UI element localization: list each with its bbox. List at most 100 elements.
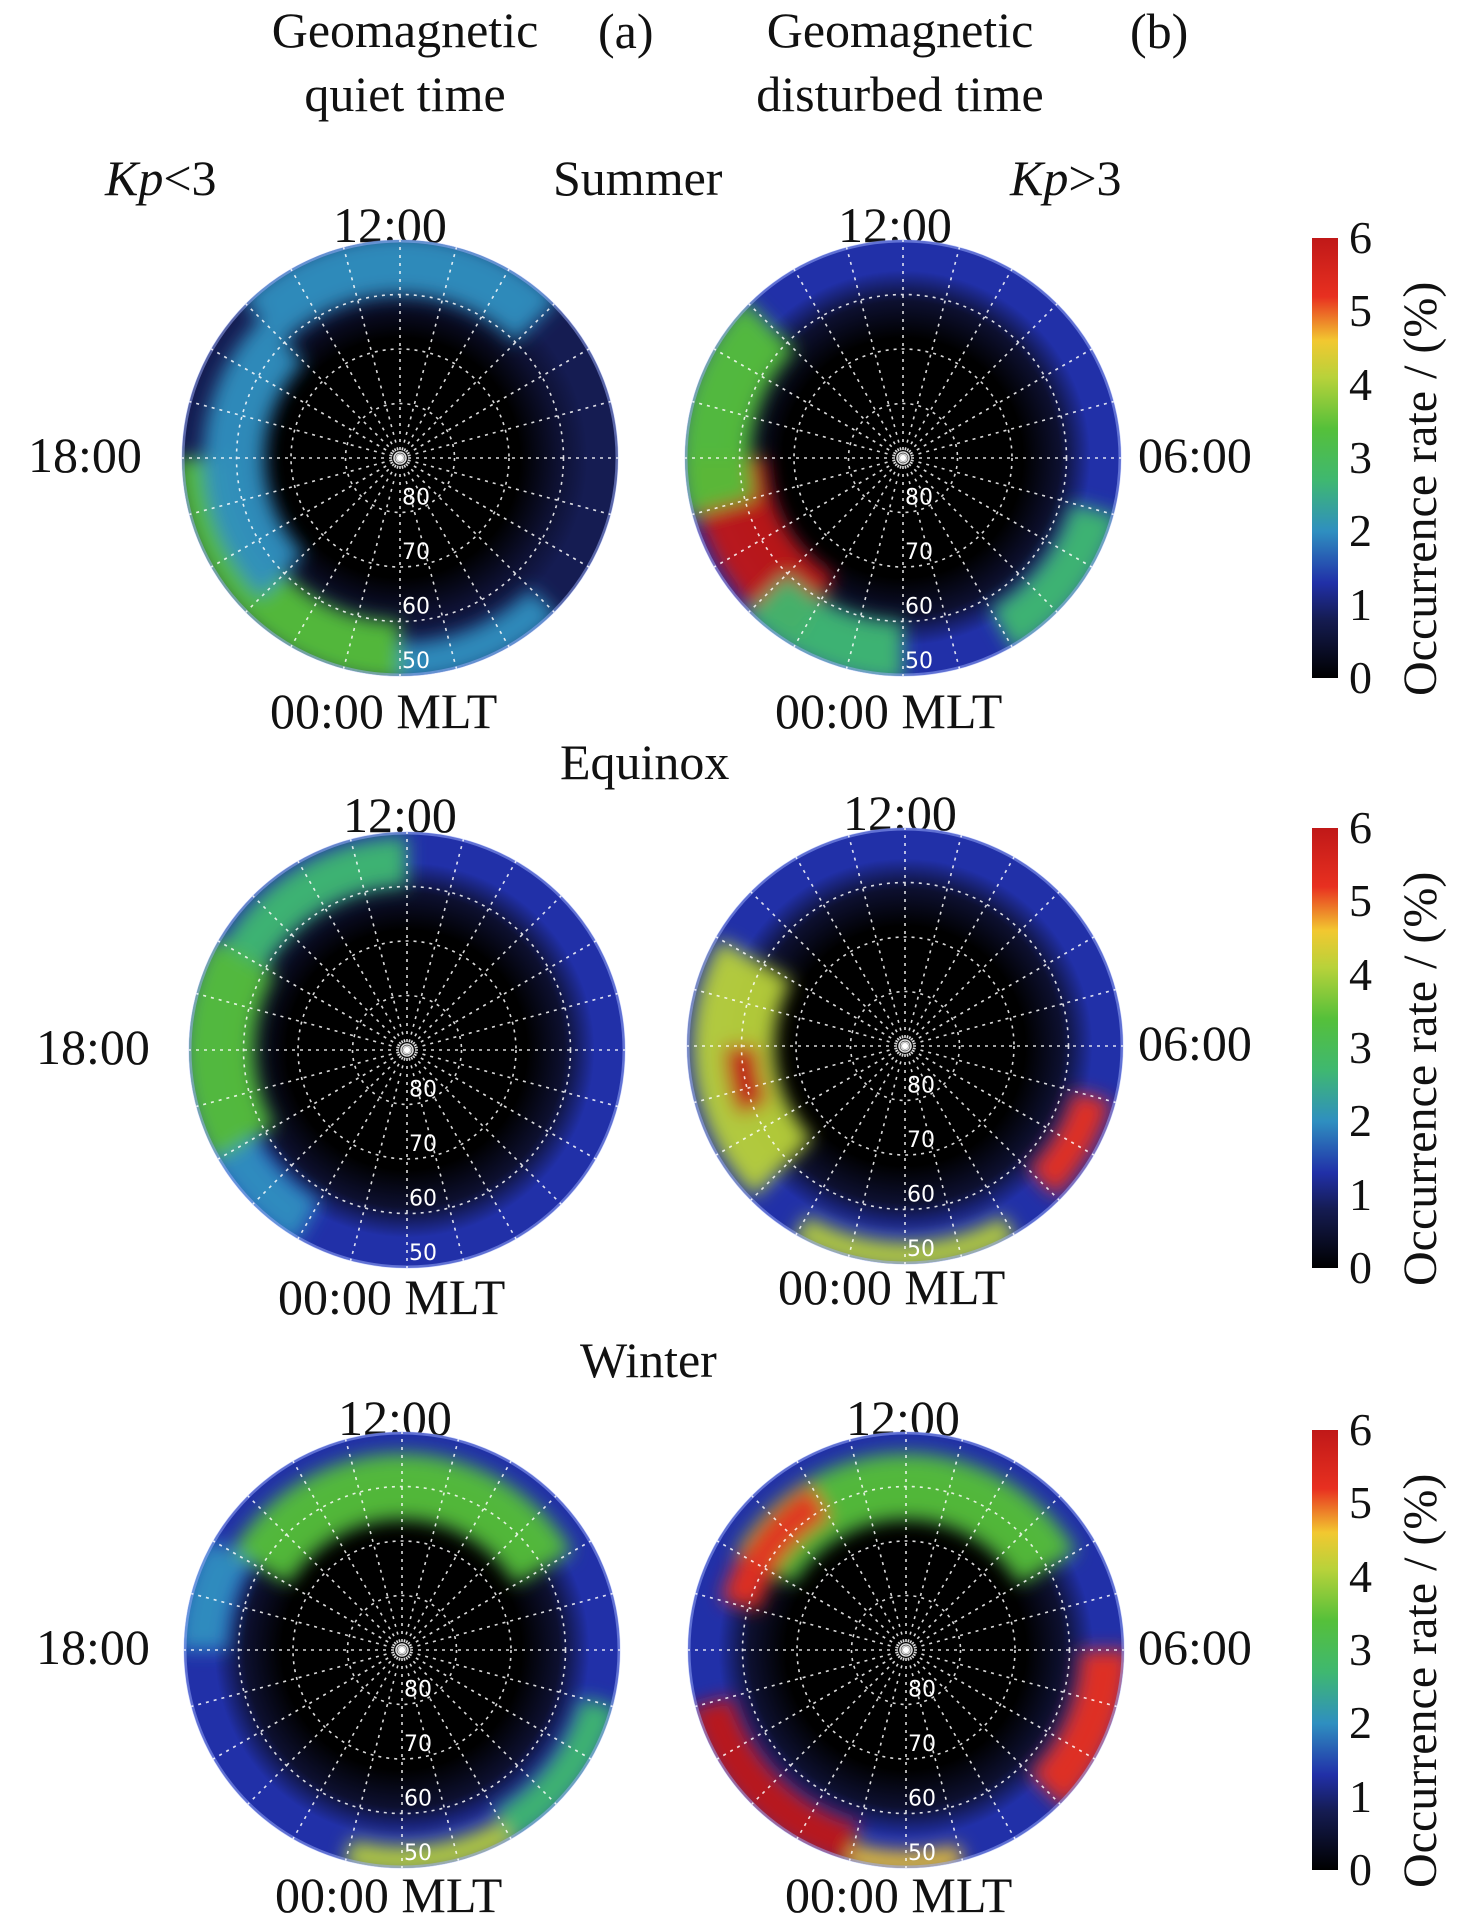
- polar-plot-equinox-disturbed-pole-ring-6: [898, 1039, 912, 1053]
- colorbar-winter-tick-6: 6: [1349, 1404, 1372, 1455]
- colorbar-summer-tick-3: 3: [1349, 432, 1372, 483]
- polar-plot-summer-disturbed-lat-circle-70: [793, 348, 1013, 568]
- label-dawn-equinox: 06:00: [1138, 1015, 1252, 1071]
- panel-label-b: (b): [1130, 3, 1189, 59]
- polar-plot-equinox-quiet-lat-label-80: 80: [409, 1078, 437, 1103]
- polar-plot-equinox-disturbed-lat-label-80: 80: [907, 1074, 935, 1099]
- polar-plot-equinox-disturbed-region-1: [724, 1046, 770, 1116]
- colorbar-winter-tick-4: 4: [1349, 1550, 1372, 1602]
- polar-plot-equinox-disturbed-lat-circle-70: [795, 936, 1015, 1156]
- colorbar-summer-tick-1: 1: [1349, 578, 1372, 630]
- label-dawn-summer: 06:00: [1138, 427, 1252, 483]
- label-midnight-equinox-quiet: 00:00 MLT: [278, 1269, 506, 1325]
- polar-plot-winter-quiet-grid: [184, 1432, 620, 1868]
- polar-plot-summer-quiet-grid: [182, 240, 618, 676]
- polar-plot-winter-quiet-lat-circle-80: [346, 1594, 458, 1706]
- colorbar-winter-tick-2: 2: [1349, 1697, 1372, 1749]
- polar-plot-summer-quiet-lat-label-50: 50: [402, 649, 430, 674]
- label-midnight-winter-quiet: 00:00 MLT: [275, 1867, 503, 1923]
- colorbar-equinox-tick-1: 1: [1349, 1168, 1372, 1220]
- polar-plot-winter-disturbed-lat-label-80: 80: [908, 1678, 936, 1703]
- polar-plot-summer-disturbed-region-3: [990, 503, 1120, 652]
- polar-plot-winter-disturbed-lat-label-70: 70: [908, 1732, 936, 1757]
- colorbar-summer-tick-6: 6: [1349, 212, 1372, 263]
- polar-plot-summer-disturbed-lat-label-60: 60: [905, 595, 933, 620]
- kp-quiet-symbol: Kp: [105, 150, 164, 206]
- polar-plot-winter-disturbed-region-1: [721, 1484, 830, 1611]
- colorbar-summer-fill: [1312, 238, 1338, 678]
- colorbar-winter-title: Occurrence rate / (%): [1394, 1473, 1447, 1888]
- polar-plot-summer-disturbed-lat-label-80: 80: [905, 486, 933, 511]
- polar-plot-winter-quiet-region-0: [231, 1453, 573, 1585]
- season-label-winter: Winter: [580, 1332, 717, 1388]
- colorbar-winter-fill: [1312, 1430, 1338, 1870]
- polar-plot-summer-quiet-lat-circle-80: [344, 402, 456, 514]
- colorbar-equinox-tick-0: 0: [1349, 1242, 1372, 1293]
- label-midnight-equinox-disturbed: 00:00 MLT: [778, 1259, 1006, 1315]
- polar-plot-equinox-quiet-region-2: [213, 1137, 320, 1244]
- polar-plot-summer-disturbed-lat-circle-80: [847, 402, 959, 514]
- colorbar-summer-tick-2: 2: [1349, 505, 1372, 557]
- polar-plot-equinox-quiet: 80 70 60 50: [188, 831, 626, 1269]
- polar-plot-summer-disturbed-lat-label-50: 50: [905, 649, 933, 674]
- label-midnight-winter-disturbed: 00:00 MLT: [785, 1867, 1013, 1923]
- polar-plot-summer-disturbed-lat-label-70: 70: [905, 540, 933, 565]
- colorbar-equinox-tick-2: 2: [1349, 1095, 1372, 1147]
- column-title-quiet-line2: quiet time: [304, 66, 506, 122]
- polar-plot-equinox-quiet-lat-label-60: 60: [409, 1187, 437, 1212]
- polar-plot-equinox-disturbed-lat-label-70: 70: [907, 1128, 935, 1153]
- polar-plot-equinox-quiet-lat-circle-60: [242, 885, 572, 1215]
- polar-plot-winter-quiet-lat-label-70: 70: [404, 1732, 432, 1757]
- column-title-disturbed-line2: disturbed time: [756, 66, 1044, 122]
- polar-plot-winter-disturbed-lat-circle-80: [850, 1594, 962, 1706]
- polar-plot-equinox-disturbed: 80 70 60 50: [686, 827, 1124, 1265]
- colorbar-winter-tick-3: 3: [1349, 1624, 1372, 1675]
- polar-plot-winter-disturbed-region-3: [1029, 1650, 1124, 1809]
- polar-plot-equinox-quiet-pole-ring-6: [400, 1043, 414, 1057]
- colorbar-winter-tick-5: 5: [1349, 1477, 1372, 1529]
- polar-plot-summer-quiet-lat-label-60: 60: [402, 595, 430, 620]
- polar-plot-equinox-disturbed-grid: [687, 828, 1123, 1264]
- label-midnight-summer-quiet: 00:00 MLT: [270, 683, 498, 739]
- polar-plot-winter-quiet-pole-ring-6: [395, 1643, 409, 1657]
- colorbar-equinox-tick-6: 6: [1349, 802, 1372, 853]
- label-dusk-summer: 18:00: [28, 427, 142, 483]
- polar-plot-summer-quiet-pole-ring-6: [393, 451, 407, 465]
- polar-plot-winter-quiet-lat-label-60: 60: [404, 1787, 432, 1812]
- polar-plot-summer-disturbed-pole-ring-4: [898, 453, 908, 463]
- label-dusk-winter: 18:00: [36, 1619, 150, 1675]
- kp-disturbed-label: Kp>3: [1010, 153, 1122, 203]
- colorbar-summer-title: Occurrence rate / (%): [1394, 281, 1447, 696]
- colorbar-winter-tick-0: 0: [1349, 1844, 1372, 1895]
- polar-plot-summer-quiet: 80 70 60 50: [181, 239, 619, 677]
- polar-plot-winter-disturbed-lat-circle-60: [741, 1485, 1071, 1815]
- polar-plot-winter-quiet-lat-label-80: 80: [404, 1678, 432, 1703]
- polar-plot-equinox-quiet-lat-circle-70: [297, 940, 517, 1160]
- polar-plot-summer-disturbed-pole-ring-6: [896, 451, 910, 465]
- polar-plot-winter-quiet-region-3: [494, 1697, 619, 1844]
- column-title-quiet: Geomagnetic quiet time: [250, 0, 560, 126]
- colorbar-equinox-gradient: [1312, 828, 1338, 1268]
- colorbar-summer-gradient: [1312, 238, 1338, 678]
- season-label-equinox: Equinox: [560, 734, 730, 790]
- polar-plot-summer-quiet-lat-label-70: 70: [402, 540, 430, 565]
- polar-plot-summer-quiet-lat-circle-60: [235, 293, 565, 623]
- column-title-disturbed: Geomagnetic disturbed time: [725, 0, 1075, 126]
- polar-plot-winter-disturbed-pole-ring-4: [901, 1645, 911, 1655]
- polar-plot-winter-quiet-pole-ring-4: [397, 1645, 407, 1655]
- season-label-summer: Summer: [553, 150, 723, 206]
- label-dusk-equinox: 18:00: [36, 1019, 150, 1075]
- polar-plot-winter-disturbed-region-0: [735, 1453, 1077, 1585]
- polar-plot-winter-disturbed-lat-label-50: 50: [908, 1841, 936, 1866]
- polar-plot-equinox-quiet-lat-circle-80: [351, 994, 463, 1106]
- polar-plot-summer-disturbed-region-2: [744, 573, 903, 676]
- panel-label-a: (a): [598, 3, 654, 59]
- polar-plot-equinox-quiet-lat-label-70: 70: [409, 1132, 437, 1157]
- colorbar-equinox-tick-3: 3: [1349, 1022, 1372, 1073]
- polar-plot-equinox-quiet-lat-label-50: 50: [409, 1241, 437, 1266]
- polar-plot-winter-quiet-regions: [184, 1453, 619, 1868]
- polar-plot-equinox-disturbed-lat-label-60: 60: [907, 1183, 935, 1208]
- colorbar-equinox-tick-4: 4: [1349, 948, 1372, 1000]
- kp-quiet-label: Kp<3: [105, 153, 217, 203]
- colorbar-summer-tick-0: 0: [1349, 652, 1372, 703]
